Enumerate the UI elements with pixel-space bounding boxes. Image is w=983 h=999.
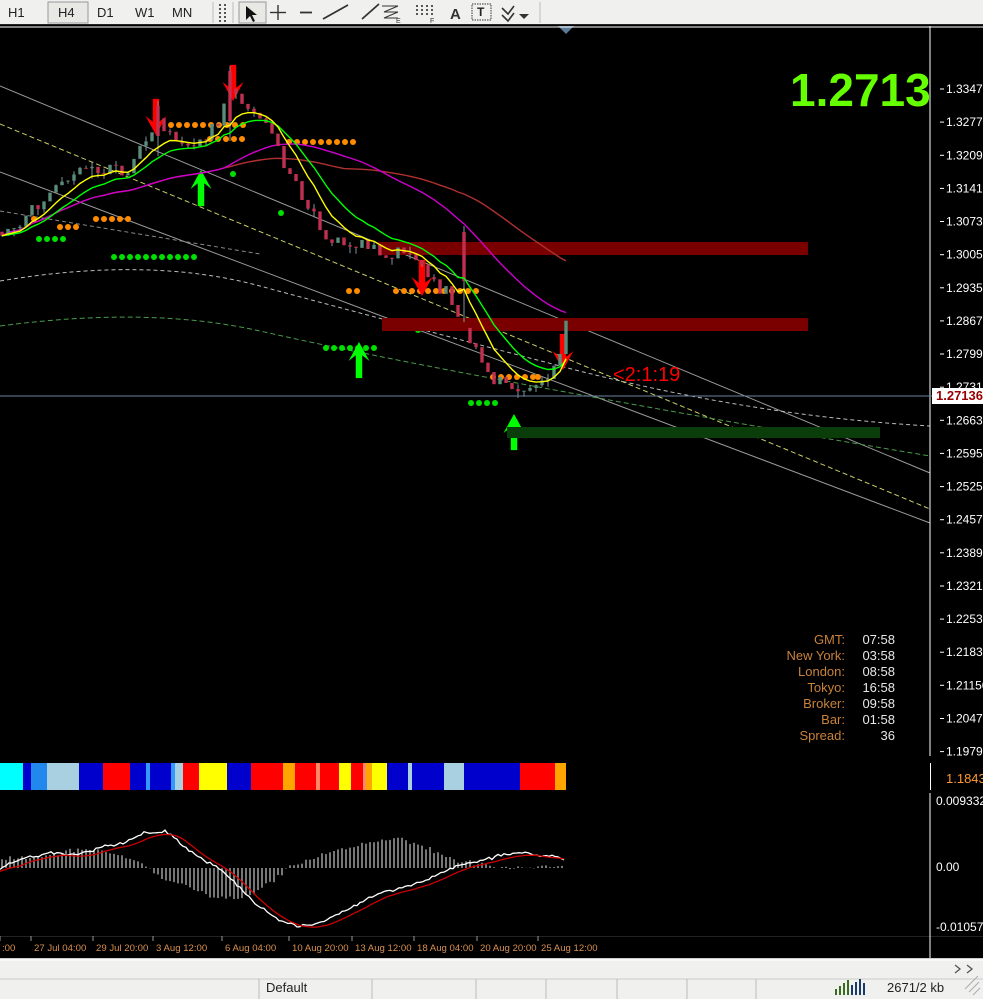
svg-text:1.29350: 1.29350 <box>946 281 983 295</box>
svg-text:W1: W1 <box>135 5 155 20</box>
svg-text:D1: D1 <box>97 5 114 20</box>
svg-text::00: :00 <box>2 943 15 954</box>
svg-text:1.22530: 1.22530 <box>946 612 983 626</box>
svg-text:1.30730: 1.30730 <box>946 215 983 229</box>
svg-text:T: T <box>477 5 485 19</box>
svg-text:-0.01057: -0.01057 <box>936 920 983 934</box>
svg-text:2671/2 kb: 2671/2 kb <box>887 980 944 995</box>
svg-text:18 Aug 04:00: 18 Aug 04:00 <box>417 943 474 954</box>
svg-text:1.23890: 1.23890 <box>946 546 983 560</box>
svg-text:3 Aug 12:00: 3 Aug 12:00 <box>156 943 207 954</box>
svg-text:13 Aug 12:00: 13 Aug 12:00 <box>355 943 412 954</box>
svg-text:<2:1:19: <2:1:19 <box>613 364 680 386</box>
svg-text:1.31410: 1.31410 <box>946 181 983 195</box>
svg-text:1.21150: 1.21150 <box>946 678 983 692</box>
svg-text:09:58: 09:58 <box>862 696 895 711</box>
svg-text:0.00: 0.00 <box>936 860 960 874</box>
svg-text:01:58: 01:58 <box>862 712 895 727</box>
svg-text:New York:: New York: <box>786 648 845 663</box>
svg-text:E: E <box>396 18 401 25</box>
svg-text:1.21830: 1.21830 <box>946 645 983 659</box>
svg-text:London:: London: <box>798 664 845 679</box>
svg-text:1.2713: 1.2713 <box>790 64 931 116</box>
svg-text:6 Aug 04:00: 6 Aug 04:00 <box>225 943 276 954</box>
svg-text:0.009332: 0.009332 <box>936 794 983 808</box>
svg-text:1.20470: 1.20470 <box>946 712 983 726</box>
svg-text:1.25250: 1.25250 <box>946 480 983 494</box>
svg-text:1.23210: 1.23210 <box>946 579 983 593</box>
svg-text:F: F <box>430 18 434 25</box>
svg-text:H4: H4 <box>58 5 75 20</box>
svg-text:1.26630: 1.26630 <box>946 413 983 427</box>
svg-text:1.32770: 1.32770 <box>946 115 983 129</box>
svg-text:1.27990: 1.27990 <box>946 347 983 361</box>
svg-text:25 Aug 12:00: 25 Aug 12:00 <box>541 943 598 954</box>
svg-text:1.30050: 1.30050 <box>946 248 983 262</box>
svg-text:10 Aug 20:00: 10 Aug 20:00 <box>292 943 349 954</box>
svg-text:1.27136: 1.27136 <box>936 388 983 403</box>
svg-text:36: 36 <box>881 728 895 743</box>
svg-text:07:58: 07:58 <box>862 632 895 647</box>
svg-text:1.25950: 1.25950 <box>946 446 983 460</box>
svg-text:1.33470: 1.33470 <box>946 82 983 96</box>
svg-text:MN: MN <box>172 5 192 20</box>
svg-text:1.32090: 1.32090 <box>946 148 983 162</box>
svg-text:03:58: 03:58 <box>862 648 895 663</box>
svg-text:Spread:: Spread: <box>799 728 845 743</box>
svg-text:27 Jul 04:00: 27 Jul 04:00 <box>34 943 86 954</box>
svg-text:Tokyo:: Tokyo: <box>807 680 845 695</box>
svg-text:H1: H1 <box>8 5 25 20</box>
svg-text:1.19790: 1.19790 <box>946 745 983 756</box>
svg-text:A: A <box>450 6 461 23</box>
svg-text:29 Jul 20:00: 29 Jul 20:00 <box>96 943 148 954</box>
svg-text:Broker:: Broker: <box>803 696 845 711</box>
svg-text:16:58: 16:58 <box>862 680 895 695</box>
svg-text:08:58: 08:58 <box>862 664 895 679</box>
svg-text:GMT:: GMT: <box>814 632 845 647</box>
svg-text:1.24570: 1.24570 <box>946 513 983 527</box>
svg-text:1.28670: 1.28670 <box>946 314 983 328</box>
svg-text:Bar:: Bar: <box>821 712 845 727</box>
svg-text:20 Aug 20:00: 20 Aug 20:00 <box>480 943 537 954</box>
svg-text:Default: Default <box>266 980 308 995</box>
